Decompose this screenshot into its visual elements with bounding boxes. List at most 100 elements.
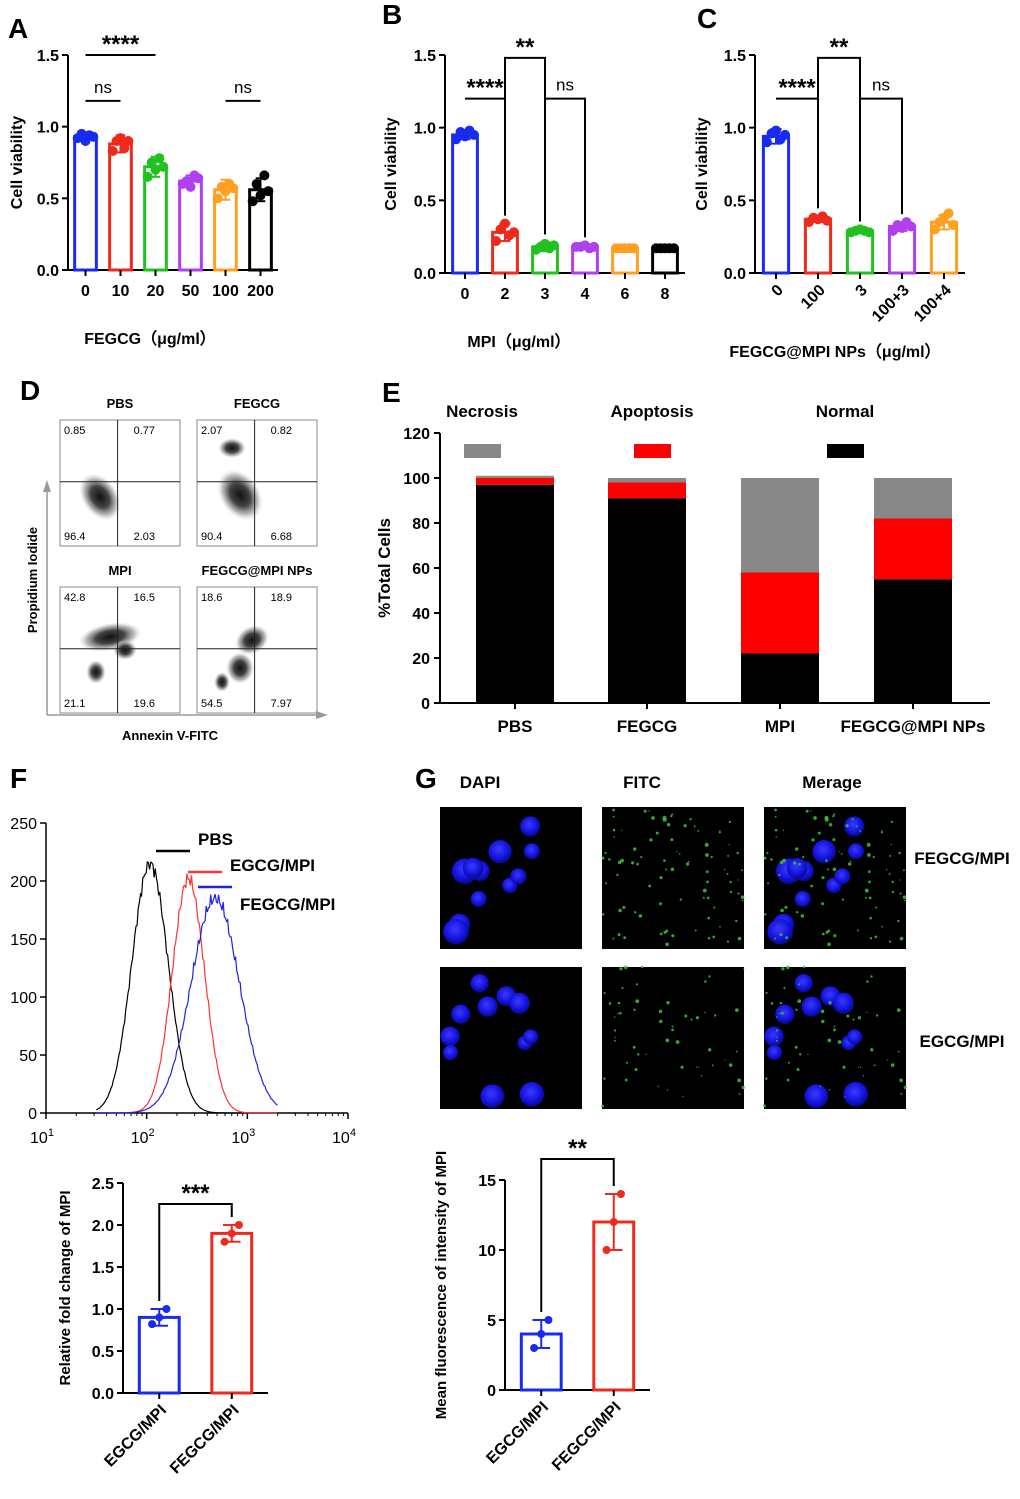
fitc-signal: [651, 816, 655, 820]
stacked-segment: [741, 653, 819, 703]
fitc-signal: [869, 916, 872, 920]
fitc-signal: [820, 1009, 825, 1014]
fitc-signal: [670, 815, 673, 818]
fitc-signal: [833, 1025, 836, 1028]
fitc-signal: [828, 823, 833, 827]
fitc-signal: [803, 965, 806, 969]
y-tick-label: 100: [10, 990, 37, 1007]
fitc-signal: [666, 1000, 670, 1005]
legend-label: Necrosis: [446, 402, 518, 421]
fitc-signal: [601, 856, 605, 860]
fitc-signal: [802, 856, 805, 859]
fitc-signal: [700, 1075, 703, 1077]
fitc-signal: [601, 913, 605, 916]
flow-plot-frame: [59, 419, 181, 547]
fitc-signal: [787, 1061, 790, 1064]
fitc-signal: [622, 905, 626, 909]
quadrant-ul: 0.85: [64, 425, 85, 437]
x-tick-label: 200: [247, 283, 274, 300]
fitc-signal: [665, 1038, 670, 1043]
x-tick-label: 104: [332, 1127, 356, 1147]
y-tick-label: 150: [10, 932, 37, 949]
microscopy-image: [602, 807, 744, 949]
fitc-signal: [899, 1078, 904, 1083]
density-blob: [79, 473, 121, 521]
fitc-signal: [833, 1028, 836, 1032]
fitc-signal: [862, 1075, 865, 1077]
density-blob: [226, 652, 254, 684]
fitc-signal: [770, 858, 773, 861]
data-point: [88, 131, 99, 142]
nucleus: [786, 857, 808, 879]
fitc-signal: [697, 830, 700, 832]
fitc-signal: [680, 1065, 684, 1069]
fitc-signal: [712, 935, 716, 939]
fitc-signal: [698, 1066, 700, 1069]
fitc-signal: [605, 882, 608, 885]
fitc-signal: [632, 1045, 636, 1049]
y-axis-label: Cell viability: [383, 117, 400, 210]
fitc-signal: [775, 1016, 778, 1018]
fitc-signal: [641, 965, 644, 969]
fitc-signal: [638, 914, 643, 918]
fitc-signal: [618, 908, 622, 913]
y-tick-label: 0.0: [414, 266, 436, 283]
fitc-signal: [603, 991, 606, 994]
fitc-signal: [763, 1104, 767, 1108]
fitc-signal: [603, 1077, 606, 1080]
significance-label: ***: [181, 1180, 210, 1207]
fitc-signal: [670, 867, 675, 872]
fitc-signal: [738, 1092, 741, 1095]
fitc-signal: [665, 942, 669, 947]
fitc-signal: [643, 809, 647, 813]
nucleus: [843, 1081, 869, 1107]
nucleus: [812, 840, 836, 864]
legend-label: EGCG/MPI: [230, 856, 315, 875]
fitc-signal: [833, 813, 836, 816]
legend-label: Apoptosis: [610, 402, 693, 421]
y-tick-label: 5: [487, 1313, 496, 1330]
fitc-signal: [694, 929, 697, 932]
fitc-signal: [659, 1019, 663, 1024]
nucleus: [764, 1026, 784, 1047]
fitc-signal: [617, 933, 621, 937]
nucleus: [801, 996, 822, 1017]
fitc-signal: [704, 842, 709, 847]
fitc-signal: [774, 815, 777, 818]
x-tick-exponent: 4: [350, 1127, 356, 1139]
data-point: [530, 1344, 539, 1352]
fitc-signal: [767, 882, 770, 885]
fitc-signal: [868, 896, 872, 900]
data-point: [588, 241, 599, 252]
stacked-segment: [874, 478, 952, 519]
x-tick-label: 3: [853, 282, 871, 300]
fitc-signal: [774, 808, 777, 812]
fitc-signal: [704, 1011, 706, 1014]
fitc-signal: [695, 1066, 698, 1068]
fitc-signal: [875, 906, 878, 909]
fitc-signal: [634, 911, 637, 914]
fitc-signal: [736, 851, 739, 855]
chart-f-histogram: 0 50 100 150 200 250 101 102 103 104 PBS EGCG/MPI FE…: [10, 816, 356, 1147]
stacked-segment: [476, 475, 554, 478]
fitc-signal: [857, 1066, 860, 1068]
significance-bracket: [859, 97, 903, 222]
data-point: [508, 227, 519, 238]
quadrant-lr: 2.03: [134, 531, 155, 543]
y-tick-label: 1.5: [414, 48, 436, 65]
fitc-signal: [817, 831, 821, 835]
x-tick-label: 0: [769, 282, 787, 300]
nucleus: [766, 1044, 783, 1061]
fitc-signal: [737, 936, 742, 941]
nucleus: [767, 918, 793, 945]
y-tick-label: 100: [403, 471, 430, 488]
fitc-signal: [899, 879, 901, 881]
data-point: [227, 1229, 236, 1238]
fitc-signal: [655, 831, 659, 835]
legend-label: PBS: [198, 830, 233, 849]
fitc-signal: [679, 898, 682, 901]
nucleus: [510, 868, 527, 885]
y-axis-label: Cell viability: [694, 117, 711, 210]
data-point: [668, 243, 679, 254]
fitc-signal: [616, 873, 619, 877]
